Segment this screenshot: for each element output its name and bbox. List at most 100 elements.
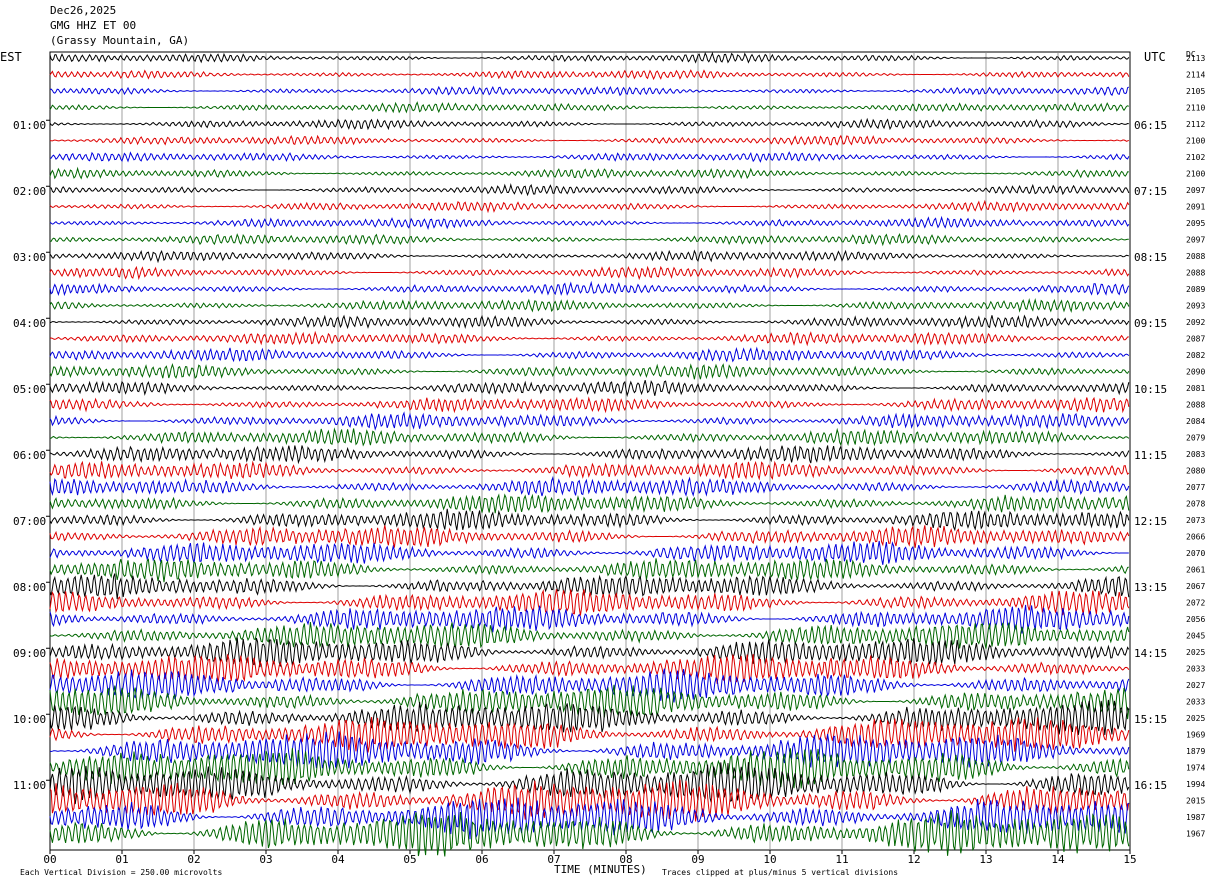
dc-offset-label: 2090 — [1186, 368, 1205, 377]
seismic-trace — [49, 508, 1130, 532]
dc-offset-label: 2056 — [1186, 615, 1205, 624]
dc-offset-label: 2088 — [1186, 269, 1205, 278]
seismic-trace — [49, 232, 1129, 247]
x-tick-label: 04 — [331, 853, 345, 866]
utc-tick-label: 08:15 — [1134, 251, 1168, 264]
seismic-trace — [49, 101, 1129, 114]
dc-offset-label: 2081 — [1186, 384, 1205, 393]
utc-tick-label: 15:15 — [1134, 713, 1168, 726]
utc-tick-label: 07:15 — [1134, 185, 1168, 198]
dc-offset-label: 2045 — [1186, 632, 1205, 641]
est-tick-label: 10:00 — [13, 713, 47, 726]
seismic-trace — [49, 215, 1130, 230]
utc-tick-label: 11:15 — [1134, 449, 1168, 462]
dc-offset-label: 2082 — [1186, 351, 1205, 360]
dc-offset-label: 2095 — [1186, 219, 1205, 228]
x-tick-label: 06 — [475, 853, 488, 866]
dc-offset-label: 2072 — [1186, 599, 1205, 608]
est-axis-label: EST — [0, 50, 22, 64]
utc-tick-label: 12:15 — [1134, 515, 1168, 528]
seismic-trace — [49, 668, 1130, 703]
seismic-trace — [49, 779, 1130, 822]
x-tick-label: 15 — [1123, 853, 1136, 866]
dc-offset-label: 1969 — [1186, 731, 1205, 740]
seismic-trace — [49, 380, 1130, 398]
dc-offset-label: 2083 — [1186, 450, 1205, 459]
seismic-trace — [49, 151, 1130, 163]
dc-offset-label: 2089 — [1186, 285, 1205, 294]
dc-offset-label: 2112 — [1186, 120, 1205, 129]
dc-offset-label: 2088 — [1186, 252, 1205, 261]
dc-offset-label: 2113 — [1186, 54, 1205, 63]
dc-offset-label: 2088 — [1186, 401, 1205, 410]
date-label: Dec26,2025 — [50, 4, 117, 17]
seismic-trace — [49, 297, 1130, 313]
x-tick-label: 07 — [547, 853, 560, 866]
seismic-trace — [49, 699, 1130, 736]
seismic-trace — [49, 460, 1130, 481]
dc-offset-label: 2033 — [1186, 698, 1205, 707]
x-tick-label: 09 — [691, 853, 704, 866]
est-tick-label: 05:00 — [13, 383, 47, 396]
seismic-trace — [49, 810, 1130, 857]
seismic-trace — [49, 134, 1130, 146]
dc-offset-label: 2061 — [1186, 566, 1205, 575]
dc-offset-label: 2091 — [1186, 203, 1205, 212]
seismic-trace — [49, 69, 1130, 81]
dc-offset-label: 2105 — [1186, 87, 1205, 96]
x-tick-label: 01 — [115, 853, 128, 866]
seismic-trace — [49, 117, 1129, 131]
est-tick-label: 08:00 — [13, 581, 47, 594]
dc-label: DC — [1186, 50, 1196, 59]
dc-offset-label: 2087 — [1186, 335, 1205, 344]
dc-offset-label: 2092 — [1186, 318, 1205, 327]
seismic-trace — [49, 411, 1130, 431]
seismic-trace — [49, 684, 1130, 720]
seismic-trace — [49, 762, 1130, 805]
x-axis-title: TIME (MINUTES) — [554, 863, 647, 876]
seismic-trace — [49, 182, 1130, 197]
utc-tick-label: 16:15 — [1134, 779, 1168, 792]
seismic-trace — [49, 731, 1130, 770]
x-tick-label: 12 — [907, 853, 920, 866]
x-tick-label: 13 — [979, 853, 992, 866]
plot-frame — [49, 51, 1131, 851]
dc-offset-label: 2073 — [1186, 516, 1205, 525]
x-tick-label: 14 — [1051, 853, 1065, 866]
dc-offset-label: 2100 — [1186, 170, 1205, 179]
utc-tick-label: 14:15 — [1134, 647, 1168, 660]
scale-note: Each Vertical Division = 250.00 microvol… — [20, 868, 223, 877]
location-label: (Grassy Mountain, GA) — [50, 34, 190, 47]
seismic-trace — [49, 589, 1130, 616]
seismic-trace — [49, 85, 1130, 97]
clip-note: Traces clipped at plus/minus 5 vertical … — [662, 868, 899, 877]
dc-offset-label: 2067 — [1186, 582, 1205, 591]
est-tick-label: 07:00 — [13, 515, 47, 528]
x-tick-label: 03 — [259, 853, 272, 866]
dc-offset-label: 2033 — [1186, 665, 1205, 674]
dc-offset-label: 2084 — [1186, 417, 1205, 426]
seismic-trace — [49, 362, 1130, 380]
dc-offset-label: 2025 — [1186, 648, 1205, 657]
dc-offset-label: 2066 — [1186, 533, 1205, 542]
dc-offset-label: 2114 — [1186, 71, 1205, 80]
x-tick-label: 05 — [403, 853, 416, 866]
seismic-trace — [49, 445, 1130, 465]
dc-offset-label: 2079 — [1186, 434, 1205, 443]
dc-offset-label: 2025 — [1186, 714, 1205, 723]
dc-offset-label: 1974 — [1186, 764, 1205, 773]
x-tick-label: 00 — [43, 853, 56, 866]
dc-offset-label: 2102 — [1186, 153, 1205, 162]
seismic-trace — [49, 540, 1129, 565]
dc-offset-label: 1987 — [1186, 813, 1205, 822]
dc-offset-label: 2070 — [1186, 549, 1205, 558]
dc-offset-label: 2110 — [1186, 104, 1205, 113]
x-tick-label: 10 — [763, 853, 776, 866]
seismic-trace — [49, 51, 1130, 64]
seismic-trace — [49, 280, 1130, 297]
dc-offset-label: 2093 — [1186, 302, 1205, 311]
dc-offset-label: 2080 — [1186, 467, 1205, 476]
dc-offset-label: 1879 — [1186, 747, 1205, 756]
x-tick-label: 11 — [835, 853, 848, 866]
est-tick-label: 03:00 — [13, 251, 47, 264]
